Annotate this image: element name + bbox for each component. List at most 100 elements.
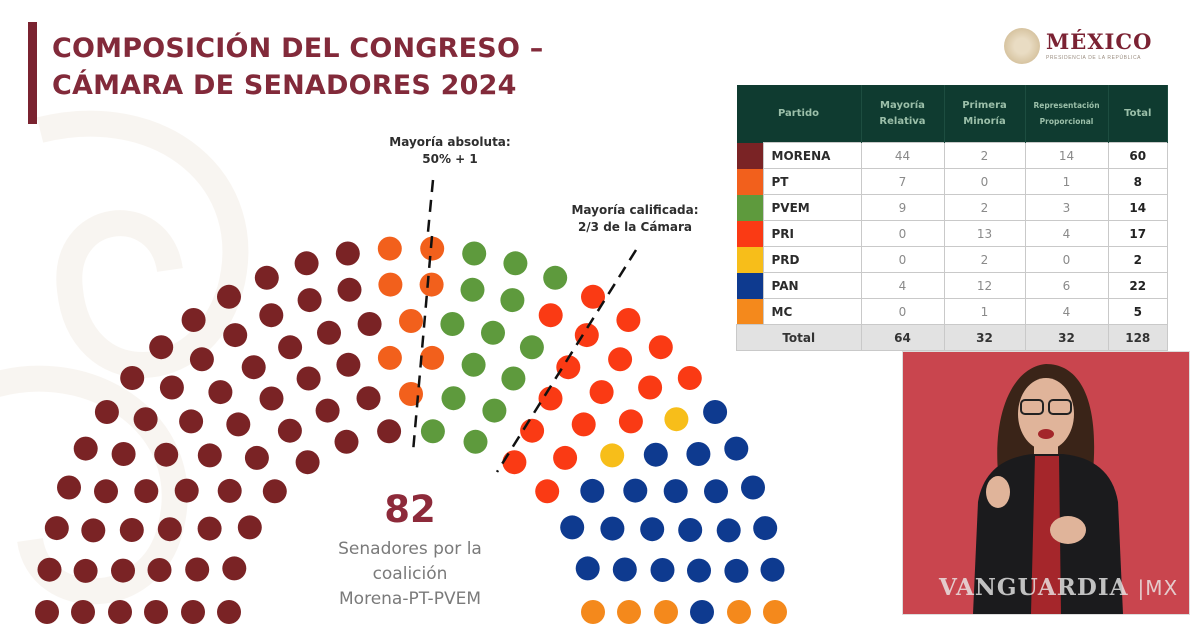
seat-dot-pt <box>399 382 423 406</box>
absolute-majority-threshold-line <box>411 235 434 453</box>
seat-dot-pri <box>553 445 578 470</box>
seat-dot-pan <box>650 558 675 582</box>
primera-minoria-value: 13 <box>943 220 1026 247</box>
total-total: 128 <box>1107 324 1168 351</box>
qualified-majority-label: Mayoría calificada: 2/3 de la Cámara <box>545 202 725 236</box>
representacion-proporcional-value: 1 <box>1024 168 1109 195</box>
seat-dot-pvem <box>519 335 544 360</box>
coalition-description: Senadores por la coalición Morena-PT-PVE… <box>300 537 520 612</box>
qualified-majority-text: Mayoría calificada: <box>571 203 699 217</box>
seat-dot-pan <box>640 517 665 542</box>
mayoria-relativa-value: 44 <box>860 142 945 169</box>
seat-dot-mc <box>727 600 751 624</box>
watermark-suffix: MX <box>1145 576 1179 600</box>
mayoria-relativa-value: 9 <box>860 194 945 221</box>
seat-dot-pan <box>560 515 585 540</box>
seat-dot-pan <box>703 400 728 424</box>
total-value: 5 <box>1107 298 1168 325</box>
party-color-swatch <box>736 142 763 169</box>
seat-dot-pan <box>686 442 711 466</box>
table-row: PT 7 0 1 8 <box>736 168 1168 195</box>
seat-dot-pvem <box>461 352 486 377</box>
seat-dot-pri <box>589 380 614 405</box>
seat-dot-pvem <box>460 277 485 302</box>
seat-dot-pri <box>502 450 527 475</box>
table-row: MC 0 1 4 5 <box>736 298 1168 325</box>
party-name: PVEM <box>762 194 862 221</box>
header-total: Total <box>1108 85 1168 143</box>
total-value: 60 <box>1107 142 1168 169</box>
seat-dot-mc <box>654 600 678 624</box>
mayoria-relativa-value: 0 <box>860 246 945 273</box>
header-primera-minoria: Primera Minoría <box>944 85 1026 143</box>
seat-dot-prd <box>664 407 689 432</box>
seat-dot-pri <box>648 335 673 360</box>
representacion-proporcional-value: 4 <box>1024 298 1109 325</box>
mayoria-relativa-value: 0 <box>860 298 945 325</box>
representacion-proporcional-value: 14 <box>1024 142 1109 169</box>
seat-dot-pt <box>377 236 402 261</box>
seat-dot-pt <box>420 236 445 261</box>
table-row: PRD 0 2 0 2 <box>736 246 1168 273</box>
sign-language-interpreter-video: VANGUARDIA |MX <box>902 351 1190 615</box>
seat-dot-pan <box>663 479 688 504</box>
seat-dot-pvem <box>440 312 465 336</box>
logo-name: MÉXICO <box>1046 29 1153 54</box>
qualified-majority-threshold-line <box>495 249 638 473</box>
seat-dot-pan <box>760 557 785 582</box>
seat-dot-pvem <box>420 419 445 444</box>
seat-dot-pri <box>538 386 563 411</box>
seat-dot-morena <box>356 386 381 411</box>
seat-dot-pri <box>574 323 599 348</box>
representacion-proporcional-value: 6 <box>1024 272 1109 299</box>
seat-dot-pvem <box>482 398 507 423</box>
table-row: PRI 0 13 4 17 <box>736 220 1168 247</box>
seat-dot-morena <box>377 419 402 444</box>
page-title: COMPOSICIÓN DEL CONGRESO – CÁMARA DE SEN… <box>52 30 543 104</box>
absolute-majority-value: 50% + 1 <box>422 152 478 166</box>
party-color-swatch <box>736 298 763 325</box>
total-value: 17 <box>1107 220 1168 247</box>
mayoria-relativa-value: 7 <box>860 168 945 195</box>
national-seal-icon <box>1004 28 1040 64</box>
primera-minoria-value: 12 <box>943 272 1026 299</box>
seat-dot-pvem <box>481 320 505 345</box>
seat-dot-pan <box>687 558 711 583</box>
header-representacion-proporcional: Representación Proporcional <box>1025 85 1109 143</box>
mayoria-relativa-value: 4 <box>860 272 945 299</box>
total-value: 14 <box>1107 194 1168 221</box>
seat-dot-pan <box>612 557 637 582</box>
seat-dot-pan <box>623 478 648 503</box>
seat-dot-pri <box>571 412 596 437</box>
coalition-line-1: Senadores por la <box>338 539 482 559</box>
seat-dot-pan <box>690 600 714 624</box>
table-total-row: Total 64 32 32 128 <box>736 324 1168 351</box>
total-mr: 64 <box>860 324 945 351</box>
seat-dot-pt <box>399 309 423 333</box>
total-pm: 32 <box>943 324 1026 351</box>
logo-subtitle: PRESIDENCIA DE LA REPÚBLICA <box>1046 55 1142 61</box>
representacion-proporcional-value: 4 <box>1024 220 1109 247</box>
vanguardia-watermark: VANGUARDIA |MX <box>939 574 1179 601</box>
interpreter-figure <box>973 364 1123 614</box>
seat-dot-pan <box>643 442 668 467</box>
seat-dot-pri <box>616 308 641 332</box>
party-color-swatch <box>736 168 763 195</box>
coalition-line-3: Morena-PT-PVEM <box>339 589 481 609</box>
header-mayoria-relativa: Mayoría Relativa <box>861 85 945 143</box>
party-name: MC <box>762 298 862 325</box>
seat-dot-mc <box>581 600 605 624</box>
title-line-1: COMPOSICIÓN DEL CONGRESO – <box>52 33 544 64</box>
absolute-majority-label: Mayoría absoluta: 50% + 1 <box>360 134 540 168</box>
party-name: PRD <box>762 246 862 273</box>
seat-dot-pan <box>704 479 728 504</box>
mayoria-relativa-value: 0 <box>860 220 945 247</box>
absolute-majority-text: Mayoría absoluta: <box>389 135 511 149</box>
seat-dot-pri <box>608 347 633 372</box>
representacion-proporcional-value: 3 <box>1024 194 1109 221</box>
seat-dot-pan <box>741 475 765 500</box>
seat-breakdown-table: Partido Mayoría Relativa Primera Minoría… <box>736 85 1168 351</box>
seat-dot-pri <box>581 284 605 309</box>
coalition-count: 82 <box>384 488 436 531</box>
party-color-swatch <box>736 246 763 273</box>
